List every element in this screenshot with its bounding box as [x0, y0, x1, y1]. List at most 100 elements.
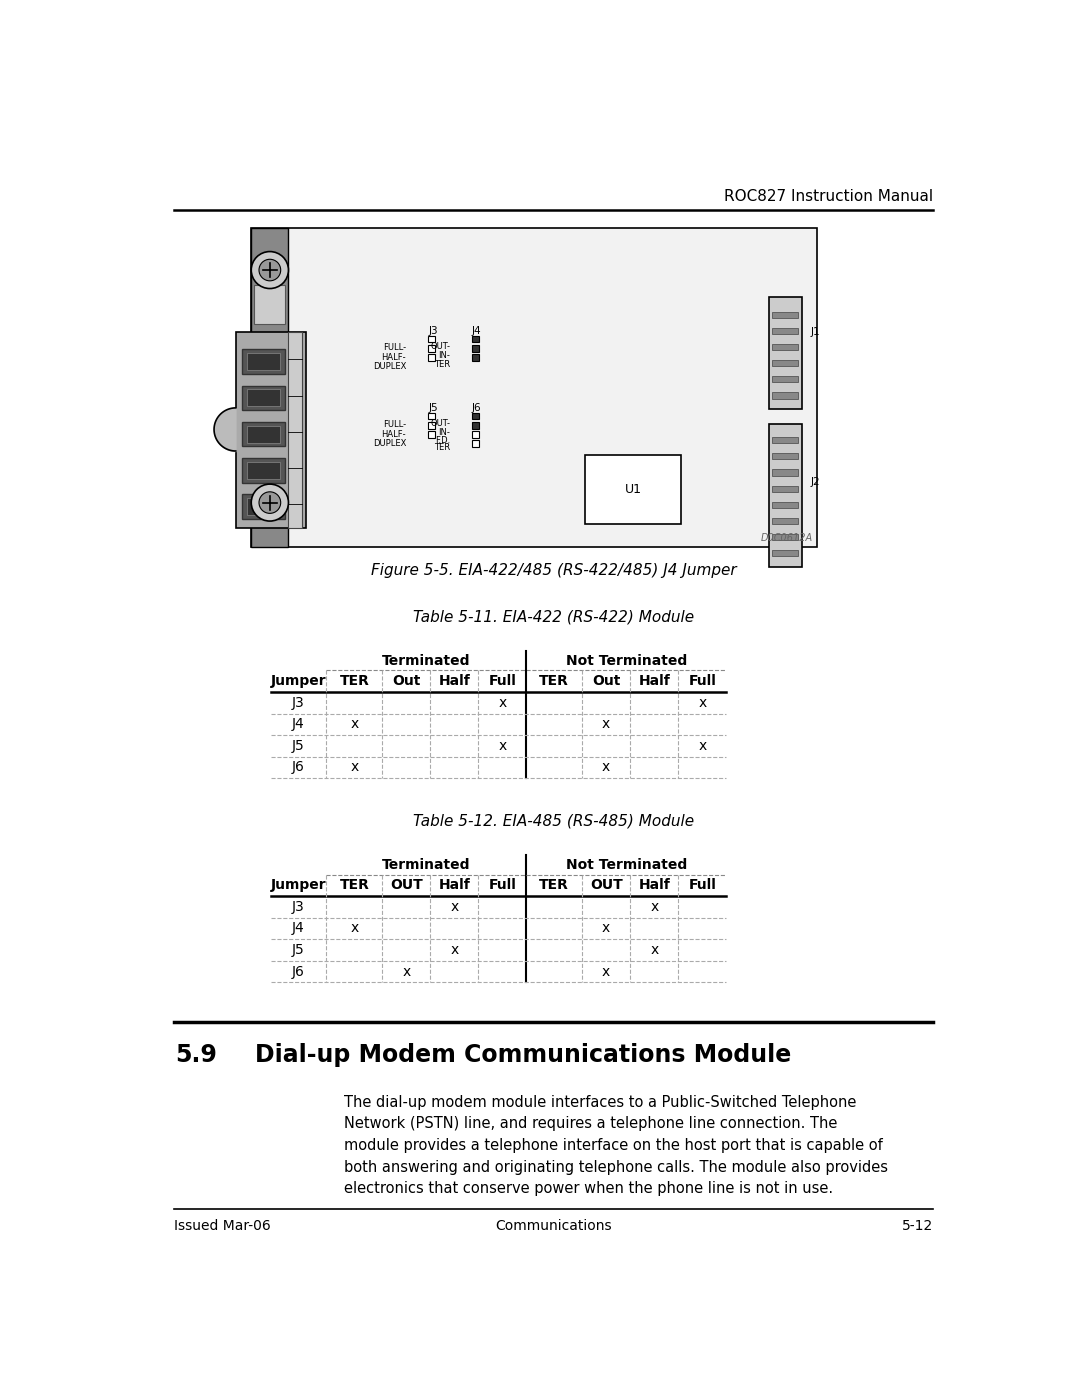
Text: x: x: [350, 922, 359, 936]
Text: x: x: [698, 739, 706, 753]
Bar: [246, 426, 280, 443]
Text: x: x: [650, 943, 659, 957]
Text: U1: U1: [624, 483, 642, 496]
Bar: [246, 390, 280, 407]
Circle shape: [252, 251, 288, 289]
Text: Communications: Communications: [496, 1220, 611, 1234]
Bar: [246, 353, 280, 370]
Text: J3: J3: [429, 326, 438, 335]
Text: J3: J3: [293, 696, 305, 710]
Text: DUPLEX: DUPLEX: [373, 362, 406, 370]
Text: x: x: [498, 696, 507, 710]
Bar: [428, 335, 435, 342]
Text: x: x: [450, 943, 458, 957]
Text: J5: J5: [429, 402, 438, 412]
Text: Half: Half: [638, 675, 670, 689]
Bar: [252, 228, 288, 548]
Text: J6: J6: [471, 402, 481, 412]
Text: TER: TER: [539, 675, 569, 689]
Bar: [472, 335, 480, 342]
Text: OUT-: OUT-: [431, 419, 450, 427]
Text: J1: J1: [811, 327, 821, 337]
Text: IN-: IN-: [438, 351, 450, 360]
Text: J4: J4: [471, 326, 481, 335]
Text: x: x: [602, 760, 610, 774]
Text: Jumper: Jumper: [271, 675, 326, 689]
Bar: [472, 345, 480, 352]
Text: x: x: [602, 922, 610, 936]
Bar: [772, 453, 798, 460]
Bar: [769, 298, 801, 409]
Text: x: x: [698, 696, 706, 710]
Text: Jumper: Jumper: [271, 879, 326, 893]
Text: Not Terminated: Not Terminated: [566, 654, 687, 668]
Bar: [246, 462, 280, 479]
Bar: [428, 412, 435, 419]
Text: FULL-: FULL-: [383, 344, 406, 352]
Text: 5.9: 5.9: [175, 1042, 217, 1067]
Bar: [772, 502, 798, 509]
Bar: [472, 422, 480, 429]
Text: Half: Half: [438, 879, 470, 893]
Text: x: x: [602, 717, 610, 732]
Circle shape: [252, 485, 288, 521]
Bar: [428, 422, 435, 429]
Text: x: x: [498, 739, 507, 753]
Text: J2: J2: [811, 476, 821, 486]
Text: HALF-: HALF-: [381, 429, 406, 439]
Bar: [242, 422, 284, 447]
Text: DUPLEX: DUPLEX: [373, 439, 406, 448]
Text: Full: Full: [688, 675, 716, 689]
Text: Full: Full: [688, 879, 716, 893]
Text: Table 5-11. EIA-422 (RS-422) Module: Table 5-11. EIA-422 (RS-422) Module: [413, 609, 694, 624]
Text: Not Terminated: Not Terminated: [566, 858, 687, 872]
Bar: [255, 285, 285, 324]
Text: TER: TER: [339, 879, 369, 893]
Text: OUT: OUT: [390, 879, 422, 893]
Text: Out: Out: [392, 675, 420, 689]
Bar: [772, 312, 798, 317]
Text: x: x: [350, 717, 359, 732]
Text: TER: TER: [539, 879, 569, 893]
Text: J6: J6: [292, 964, 305, 978]
Text: Full: Full: [488, 879, 516, 893]
Text: x: x: [602, 964, 610, 978]
Bar: [584, 455, 681, 524]
Bar: [472, 412, 480, 419]
Bar: [472, 440, 480, 447]
Text: Dial-up Modem Communications Module: Dial-up Modem Communications Module: [255, 1042, 792, 1067]
Text: HALF-: HALF-: [381, 352, 406, 362]
Bar: [772, 469, 798, 475]
Text: Terminated: Terminated: [382, 858, 471, 872]
Text: x: x: [402, 964, 410, 978]
Text: x: x: [350, 760, 359, 774]
Bar: [772, 437, 798, 443]
Text: OUT-: OUT-: [431, 342, 450, 351]
Text: TER: TER: [434, 360, 450, 369]
Bar: [472, 353, 480, 360]
Text: Figure 5-5. EIA-422/485 (RS-422/485) J4 Jumper: Figure 5-5. EIA-422/485 (RS-422/485) J4 …: [370, 563, 737, 578]
Text: F.D.: F.D.: [435, 436, 450, 444]
Bar: [242, 495, 284, 518]
Bar: [252, 228, 816, 548]
Bar: [242, 386, 284, 411]
Text: J6: J6: [292, 760, 305, 774]
Text: Table 5-12. EIA-485 (RS-485) Module: Table 5-12. EIA-485 (RS-485) Module: [413, 813, 694, 828]
Text: Out: Out: [592, 675, 620, 689]
Bar: [428, 345, 435, 352]
Text: 5-12: 5-12: [902, 1220, 933, 1234]
Text: Half: Half: [438, 675, 470, 689]
Text: x: x: [650, 900, 659, 914]
Bar: [242, 458, 284, 482]
Bar: [772, 486, 798, 492]
Bar: [235, 331, 306, 528]
Text: J4: J4: [293, 717, 305, 732]
Text: J4: J4: [293, 922, 305, 936]
Bar: [288, 331, 302, 528]
Bar: [769, 425, 801, 567]
Text: Issued Mar-06: Issued Mar-06: [174, 1220, 270, 1234]
Bar: [246, 497, 280, 515]
Text: Full: Full: [488, 675, 516, 689]
Bar: [772, 550, 798, 556]
Bar: [428, 353, 435, 360]
